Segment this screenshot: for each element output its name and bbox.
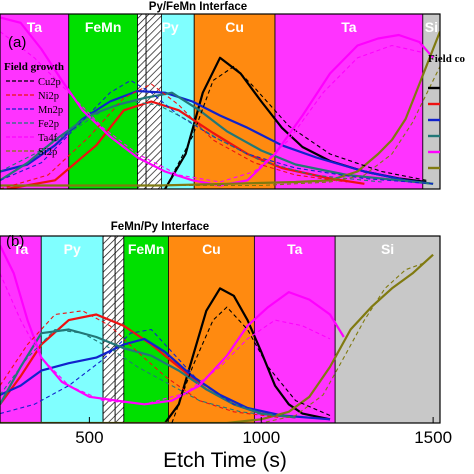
layer-label-a-4: Cu [225,19,244,35]
series-line-a-5 [0,31,440,187]
layer-label-b-1: Py [64,241,81,257]
interface-hatch-b-1 [114,235,125,424]
series-line-a-7 [0,83,348,189]
legend-label-0: Cu2p [38,77,61,88]
legend-label-3: Fe2p [38,119,59,130]
series-line-a-3 [0,91,434,185]
layer-label-a-0: Ta [27,19,43,35]
layer-region-a-4 [193,13,276,190]
panel-a-label: (a) [8,34,26,51]
legend-label-2: Mn2p [38,105,63,116]
panel-b-regions: Ta Py FeMn Cu Ta Si [0,235,441,424]
legend-title-field-co: Field co [428,53,465,65]
panel-a-title: Py/FeMn Interface [149,1,247,13]
x-axis-label: Etch Time (s) [163,449,287,472]
layer-label-a-1: FeMn [85,19,122,35]
layer-region-b-6 [334,235,441,424]
series-line-b-7 [0,310,279,418]
series-line-b-3 [0,328,296,419]
interface-hatch-a-0 [137,13,147,190]
layer-label-b-6: Si [381,241,394,257]
layer-label-a-6: Si [425,19,438,35]
legend-label-5: Si2p [38,147,57,158]
series-line-b-10 [0,273,331,405]
panel-a: Ta FeMn Py Cu Ta Si Py/FeMn Interface (a) Fie… [0,1,465,190]
panel-a-legend-left: Field growth Cu2p Ni2p Mn2p Fe2p Ta4f Si2p [4,61,64,158]
series-line-b-6 [171,306,331,423]
layer-region-b-5 [253,235,336,424]
panel-b-xaxis: 500 1000 1500 [75,417,452,447]
panel-a-frame [0,13,441,190]
x-tick-label-0: 500 [75,428,103,447]
panel-b: Ta Py FeMn Cu Ta Si FeMn/Py Interface (b) 500… [0,221,452,472]
x-tick-label-1: 1000 [242,428,280,447]
panel-a-legend-right: Field co [428,53,465,170]
layer-label-b-5: Ta [287,241,303,257]
layer-region-a-5 [274,13,424,190]
legend-label-1: Ni2p [38,91,59,102]
legend-title-field-growth: Field growth [4,61,64,73]
series-line-a-2 [0,89,434,185]
series-line-a-9 [0,100,382,183]
series-line-a-6 [164,65,427,189]
layer-label-b-3: FeMn [128,241,165,257]
series-line-b-5 [0,253,434,423]
panel-b-title: FeMn/Py Interface [111,221,209,233]
series-line-b-9 [0,328,289,418]
series-line-a-10 [0,31,423,183]
panel-b-frame [0,235,441,424]
panel-b-label: (b) [6,233,24,250]
layer-label-b-4: Cu [202,241,221,257]
series-line-b-11 [0,261,427,423]
layer-region-b-3 [123,235,169,424]
panel-b-lines [0,244,434,423]
layer-label-a-5: Ta [341,19,357,35]
series-line-a-8 [0,79,434,185]
series-line-b-8 [0,328,279,417]
x-tick-label-2: 1500 [414,428,452,447]
series-line-b-0 [164,287,331,423]
legend-label-4: Ta4f [38,133,58,144]
layer-label-a-3: Py [162,19,179,35]
layer-label-b-0: Ta [13,241,29,257]
series-line-b-4 [0,244,345,406]
